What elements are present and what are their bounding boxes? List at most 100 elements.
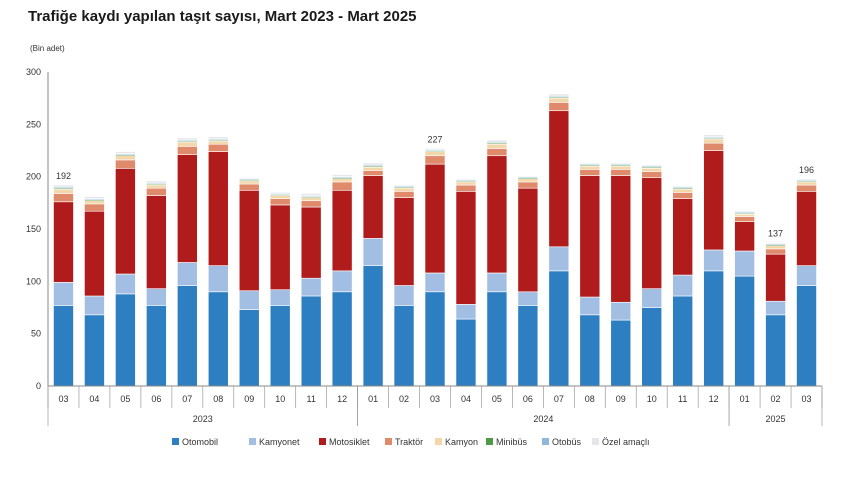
bar-segment-motosiklet: [115, 167, 136, 275]
bar-segment--zel-ama-l-: [177, 137, 198, 141]
bar-segment-motosiklet: [146, 195, 167, 289]
y-tick-label: 100: [26, 276, 41, 286]
bar-segment-trakt-r: [486, 148, 508, 157]
bar-segment-otomobil: [734, 275, 755, 387]
bar-segment-kamyon: [207, 140, 229, 145]
legend-label: Kamyonet: [259, 437, 300, 447]
bar-segment-kamyonet: [115, 273, 136, 295]
bar-segment-kamyonet: [300, 277, 322, 297]
bar-segment-motosiklet: [177, 154, 198, 263]
bar-segment-trakt-r: [517, 181, 539, 189]
bar-segment-trakt-r: [641, 171, 663, 179]
y-tick-label: 200: [26, 172, 41, 182]
bar-segment-motosiklet: [734, 221, 755, 252]
bar-segment-motosiklet: [672, 198, 693, 276]
bar-segment-otomobil: [84, 314, 105, 387]
legend-swatch: [385, 438, 392, 445]
bar-segment-kamyonet: [177, 262, 198, 286]
bar-segment-kamyonet: [455, 304, 477, 320]
bar-segment-motosiklet: [331, 189, 353, 272]
bar-segment-trakt-r: [672, 192, 693, 199]
bar-segment-trakt-r: [331, 181, 353, 191]
legend-swatch: [435, 438, 442, 445]
x-tick-label: 03: [430, 394, 440, 404]
bar-segment--zel-ama-l-: [765, 242, 786, 244]
bar-segment--zel-ama-l-: [641, 164, 663, 167]
bar-segment-trakt-r: [115, 159, 136, 169]
bar-segment-kamyon: [765, 245, 786, 250]
y-tick-label: 50: [31, 329, 41, 339]
bar-segment-motosiklet: [796, 191, 817, 266]
bar-segment-otomobil: [238, 309, 260, 387]
x-tick-label: 11: [678, 394, 687, 404]
legend: Otomobil Kamyonet Motosiklet Traktör Kamyon M…: [172, 437, 650, 447]
bar-segment-motosiklet: [53, 201, 74, 283]
bar-segment-motosiklet: [393, 197, 415, 286]
bars: [53, 93, 817, 387]
bar-segment--zel-ama-l-: [207, 136, 229, 140]
total-data-label: 227: [427, 134, 442, 144]
x-axis: 03 04 05 06 07 08 09 10 11 12 01 02 03 04 05 06 07 08 09 10…: [47, 385, 823, 426]
bar-segment-otomobil: [610, 319, 632, 387]
x-tick-label: 06: [523, 394, 533, 404]
legend-swatch: [592, 438, 599, 445]
bar-segment-kamyonet: [331, 270, 353, 293]
x-tick-label: 03: [58, 394, 68, 404]
bar-segment-otomobil: [362, 265, 384, 387]
legend-label: Kamyon: [445, 437, 478, 447]
bar-segment--zel-ama-l-: [146, 180, 167, 184]
bar-segment-kamyon: [641, 167, 663, 172]
bar-segment-trakt-r: [734, 216, 755, 222]
bar-segment-trakt-r: [455, 184, 477, 192]
bar-segment-trakt-r: [300, 200, 322, 208]
bar-segment-otomobil: [517, 305, 539, 387]
bar-segment-kamyonet: [703, 249, 724, 272]
bar-segment-motosiklet: [300, 206, 322, 279]
bar-segment-otomobil: [331, 291, 353, 387]
bar-segment-kamyon: [362, 166, 384, 171]
bar-segment-trakt-r: [796, 184, 817, 192]
bar-segment-otomobil: [641, 307, 663, 387]
bar-segment-otomobil: [393, 305, 415, 387]
total-data-label: 137: [768, 229, 783, 239]
bar-segment--zel-ama-l-: [703, 134, 724, 138]
bar-segment-kamyonet: [424, 272, 446, 293]
bar-segment-kamyonet: [207, 265, 229, 293]
bar-segment--zel-ama-l-: [424, 148, 446, 150]
bar-segment-otomobil: [207, 291, 229, 387]
x-tick-label: 09: [244, 394, 254, 404]
bar-segment-trakt-r: [610, 169, 632, 176]
bar-segment-trakt-r: [579, 169, 601, 176]
bar-segment-otomobil: [177, 285, 198, 387]
bar-segment-kamyon: [734, 214, 755, 217]
bar-segment-motosiklet: [207, 151, 229, 266]
x-tick-label: 05: [120, 394, 130, 404]
bar-segment-otomobil: [765, 314, 786, 387]
bar-segment-motosiklet: [641, 177, 663, 289]
bar-segment--zel-ama-l-: [53, 184, 74, 188]
bar-segment-kamyonet: [238, 290, 260, 310]
legend-label: Otobüs: [552, 437, 582, 447]
legend-swatch: [249, 438, 256, 445]
x-tick-label: 08: [585, 394, 595, 404]
bar-segment-otomobil: [548, 270, 570, 387]
bar-segment-kamyonet: [796, 265, 817, 286]
bar-segment-kamyon: [393, 187, 415, 192]
bar-segment-kamyon: [796, 181, 817, 186]
x-tick-label: 12: [709, 394, 719, 404]
x-tick-label: 02: [771, 394, 781, 404]
bar-segment-otomobil: [424, 291, 446, 387]
bar-segment-otomobil: [455, 318, 477, 387]
bar-segment-kamyonet: [486, 272, 508, 293]
bar-segment-motosiklet: [765, 253, 786, 302]
bar-segment-otomobil: [703, 270, 724, 387]
year-label: 2023: [193, 414, 213, 424]
bar-segment-trakt-r: [703, 142, 724, 151]
bar-segment-otomobil: [486, 291, 508, 387]
bar-segment-kamyonet: [610, 301, 632, 321]
bar-segment-kamyon: [486, 143, 508, 149]
bar-segment--zel-ama-l-: [672, 185, 693, 188]
bar-segment-motosiklet: [703, 150, 724, 251]
x-tick-label: 11: [306, 394, 315, 404]
